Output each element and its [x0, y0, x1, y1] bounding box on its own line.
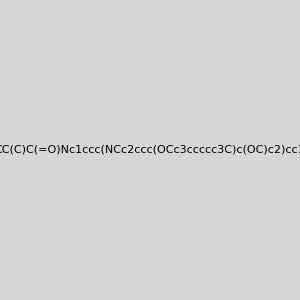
Text: CC(C)C(=O)Nc1ccc(NCc2ccc(OCc3ccccc3C)c(OC)c2)cc1: CC(C)C(=O)Nc1ccc(NCc2ccc(OCc3ccccc3C)c(O… — [0, 145, 300, 155]
